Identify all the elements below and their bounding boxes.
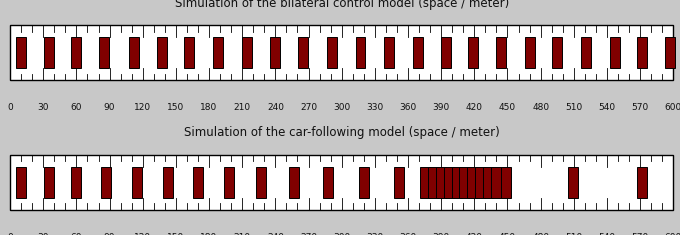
Bar (213, 37, 223, 68)
Bar (163, 167, 173, 198)
Bar (501, 167, 511, 198)
Bar (460, 167, 469, 198)
Bar (101, 167, 112, 198)
Bar (99, 37, 109, 68)
Bar (469, 37, 478, 68)
Bar (184, 37, 194, 68)
Bar (420, 167, 430, 198)
Bar (467, 167, 477, 198)
Bar (581, 37, 591, 68)
Bar (475, 167, 485, 198)
Bar (256, 167, 266, 198)
Bar (483, 167, 492, 198)
Bar (129, 37, 139, 68)
Bar (10, 25, 673, 80)
Bar (241, 37, 252, 68)
Title: Simulation of the car-following model (space / meter): Simulation of the car-following model (s… (184, 126, 500, 139)
Bar (444, 167, 454, 198)
Bar (384, 37, 394, 68)
Bar (224, 167, 234, 198)
Bar (71, 167, 82, 198)
Bar (71, 37, 82, 68)
Bar (525, 37, 534, 68)
Bar (359, 167, 369, 198)
Bar (665, 37, 675, 68)
Bar (568, 167, 578, 198)
Bar (496, 37, 506, 68)
Bar (441, 37, 451, 68)
Bar (44, 167, 54, 198)
Bar (356, 37, 365, 68)
Bar (10, 155, 673, 210)
Bar (552, 37, 562, 68)
Bar (452, 167, 462, 198)
Bar (132, 167, 142, 198)
Bar (637, 167, 647, 198)
Bar (637, 37, 647, 68)
Bar (436, 167, 446, 198)
Bar (271, 37, 280, 68)
Bar (289, 167, 299, 198)
Bar (16, 167, 26, 198)
Bar (193, 167, 203, 198)
Bar (44, 37, 54, 68)
Bar (16, 37, 26, 68)
Bar (156, 37, 167, 68)
Bar (413, 37, 423, 68)
Bar (394, 167, 404, 198)
Bar (327, 37, 337, 68)
Bar (492, 167, 501, 198)
Bar (610, 37, 619, 68)
Bar (428, 167, 439, 198)
Bar (298, 37, 308, 68)
Bar (324, 167, 333, 198)
Title: Simulation of the bilateral control model (space / meter): Simulation of the bilateral control mode… (175, 0, 509, 10)
